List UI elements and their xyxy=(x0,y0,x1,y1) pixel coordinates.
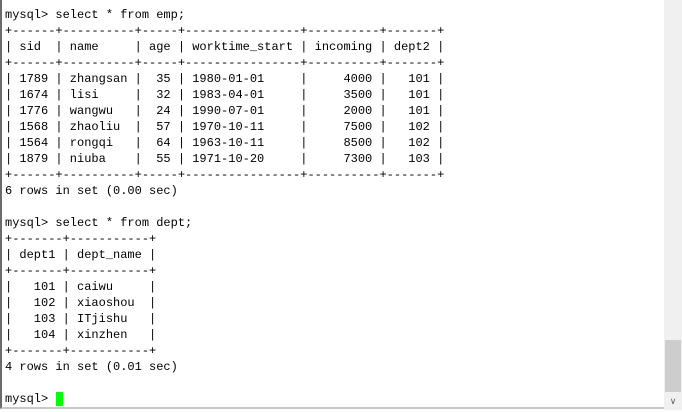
result-summary: 4 rows in set (0.01 sec) xyxy=(5,360,178,374)
table-border: +-------+-----------+ xyxy=(5,232,157,246)
table-row: | 101 | caiwu | xyxy=(5,280,157,294)
prompt: mysql> xyxy=(5,392,56,406)
table-row: | 1879 | niuba | 55 | 1971-10-20 | 7300 … xyxy=(5,152,445,166)
blank-line xyxy=(5,199,444,215)
table-header: | sid | name | age | worktime_start | in… xyxy=(5,40,445,54)
table-row: | 102 | xiaoshou | xyxy=(5,296,157,310)
terminal-window[interactable]: mysql> select * from emp; +------+------… xyxy=(0,0,664,409)
table-row: | 1789 | zhangsan | 35 | 1980-01-01 | 40… xyxy=(5,72,445,86)
vertical-scrollbar[interactable]: ∨ xyxy=(664,0,682,410)
table-border: +-------+-----------+ xyxy=(5,344,157,358)
table-border: +------+----------+-----+---------------… xyxy=(5,56,445,70)
table-border: +------+----------+-----+---------------… xyxy=(5,168,445,182)
text-cursor xyxy=(56,392,64,406)
table-border: +-------+-----------+ xyxy=(5,264,157,278)
table-row: | 1776 | wangwu | 24 | 1990-07-01 | 2000… xyxy=(5,104,445,118)
table-row: | 103 | ITjishu | xyxy=(5,312,157,326)
table-row: | 1674 | lisi | 32 | 1983-04-01 | 3500 |… xyxy=(5,88,445,102)
chevron-down-icon[interactable]: ∨ xyxy=(669,397,677,407)
command-line: mysql> select * from dept; xyxy=(5,216,193,230)
table-row: | 104 | xinzhen | xyxy=(5,328,157,342)
scrollbar-thumb[interactable] xyxy=(665,340,681,392)
table-row: | 1568 | zhaoliu | 57 | 1970-10-11 | 750… xyxy=(5,120,445,134)
table-header: | dept1 | dept_name | xyxy=(5,248,157,262)
command-line: mysql> select * from emp; xyxy=(5,8,186,22)
blank-line xyxy=(5,375,444,391)
terminal-output: mysql> select * from emp; +------+------… xyxy=(5,7,444,407)
result-summary: 6 rows in set (0.00 sec) xyxy=(5,184,178,198)
table-border: +------+----------+-----+---------------… xyxy=(5,24,445,38)
input-prompt-line[interactable]: mysql> xyxy=(5,391,444,407)
table-row: | 1564 | rongqi | 64 | 1963-10-11 | 8500… xyxy=(5,136,445,150)
